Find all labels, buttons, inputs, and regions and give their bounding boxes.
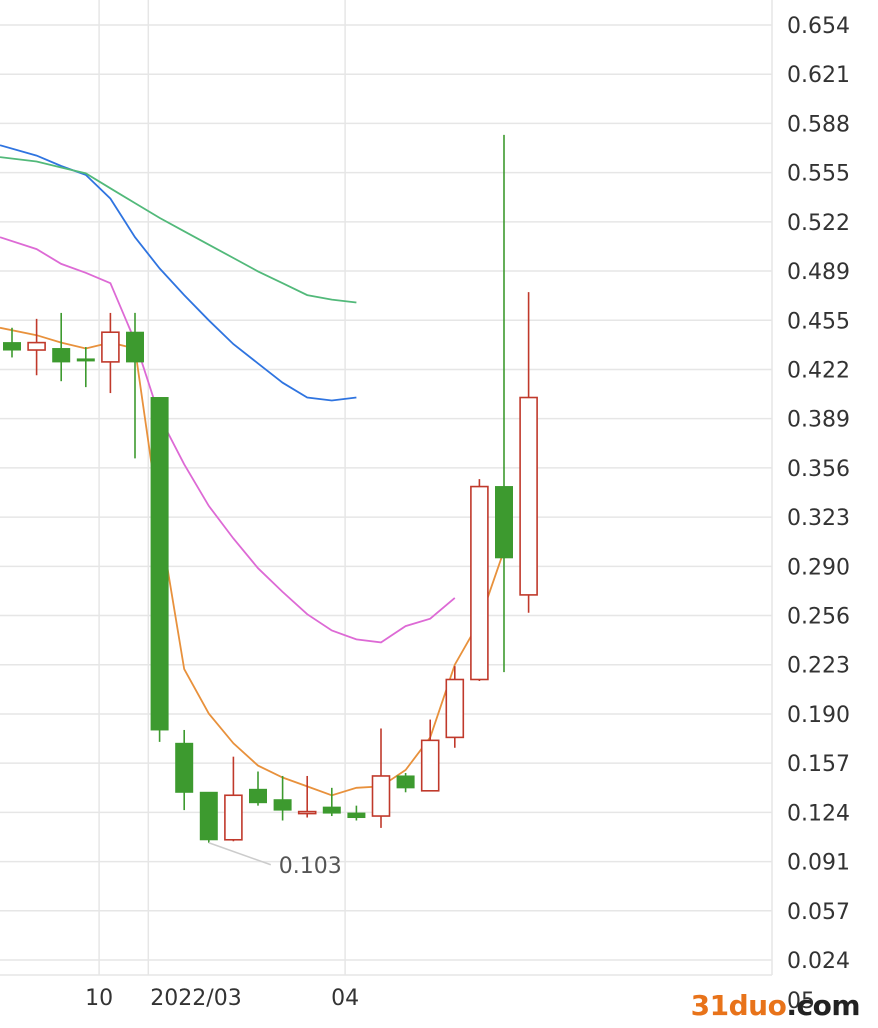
y-tick-label: 0.124 [787, 801, 850, 826]
y-tick-label: 0.323 [787, 506, 850, 531]
y-tick-label: 0.157 [787, 752, 850, 777]
candle-body [175, 742, 194, 793]
candle-body [273, 799, 292, 811]
candle-body [297, 810, 317, 815]
y-tick-label: 0.389 [787, 408, 850, 433]
candle [52, 312, 71, 382]
candles [3, 134, 538, 843]
candle-body [347, 812, 366, 819]
y-tick-label: 0.588 [787, 112, 850, 137]
candle-body [396, 775, 415, 789]
x-tick-label: 10 [85, 986, 113, 1011]
candle [126, 312, 144, 459]
candle [322, 787, 341, 817]
y-tick-label: 0.455 [787, 309, 850, 334]
candle-body [519, 396, 538, 596]
candle [495, 134, 513, 673]
candle [27, 318, 46, 376]
candle [347, 805, 366, 821]
y-tick-label: 0.654 [787, 14, 850, 39]
candle-body [420, 739, 440, 792]
candle-body [371, 775, 391, 817]
y-tick-label: 0.621 [787, 63, 850, 88]
candle-body [150, 397, 169, 731]
candle [101, 312, 120, 394]
candle-body [126, 331, 144, 363]
candle-body [224, 794, 243, 841]
candle-body [199, 791, 218, 841]
candle [297, 775, 317, 818]
candle [150, 397, 169, 742]
grid-lines [0, 0, 773, 976]
x-tick-label: 2022/03 [150, 986, 241, 1011]
moving-average-line [0, 236, 456, 644]
y-tick-label: 0.356 [787, 457, 850, 482]
candle [470, 479, 489, 681]
candle [199, 791, 218, 843]
moving-average-line [0, 156, 357, 304]
candle-body [470, 485, 489, 681]
candle-body [27, 341, 46, 351]
candle-body [76, 358, 95, 362]
candle [249, 771, 267, 806]
y-tick-label: 0.290 [787, 555, 850, 580]
candle [76, 347, 95, 388]
candle-body [101, 331, 120, 363]
y-tick-label: 0.422 [787, 358, 850, 383]
candle-body [249, 788, 267, 804]
watermark-part2: .com [786, 989, 860, 1022]
candle-body [495, 486, 513, 559]
candle [224, 756, 243, 842]
x-tick-label: 04 [331, 986, 359, 1011]
candle [420, 719, 440, 792]
y-tick-label: 0.057 [787, 900, 850, 925]
y-tick-label: 0.223 [787, 654, 850, 679]
annotation-leader [208, 842, 272, 866]
watermark-logo: 31duo.com [690, 989, 861, 1022]
x-axis: 10 2022/03 04 [85, 986, 359, 1011]
y-tick-label: 0.522 [787, 211, 850, 236]
candle [175, 729, 194, 811]
candle [273, 775, 292, 821]
moving-average-lines [0, 144, 505, 797]
candle [445, 666, 465, 748]
y-tick-label: 0.555 [787, 162, 850, 187]
candle-body [3, 342, 21, 351]
y-tick-label: 0.024 [787, 949, 850, 974]
y-tick-label: 0.256 [787, 605, 850, 630]
y-tick-label: 05 [787, 989, 815, 1014]
low-annotation: 0.103 [208, 842, 342, 879]
y-tick-label: 0.091 [787, 851, 850, 876]
y-tick-label: 0.190 [787, 703, 850, 728]
candle-body [322, 806, 341, 814]
annotation-label: 0.103 [279, 854, 342, 879]
candle-body [52, 348, 71, 363]
watermark-part1: 31duo [690, 989, 787, 1022]
y-axis: 0.654 0.621 0.588 0.555 0.522 0.489 0.455 0.422… [787, 14, 850, 1014]
candle [3, 327, 21, 358]
candle-body [445, 678, 465, 739]
candle [396, 773, 415, 793]
candle [371, 728, 391, 828]
candle [519, 292, 538, 613]
y-tick-label: 0.489 [787, 260, 850, 285]
